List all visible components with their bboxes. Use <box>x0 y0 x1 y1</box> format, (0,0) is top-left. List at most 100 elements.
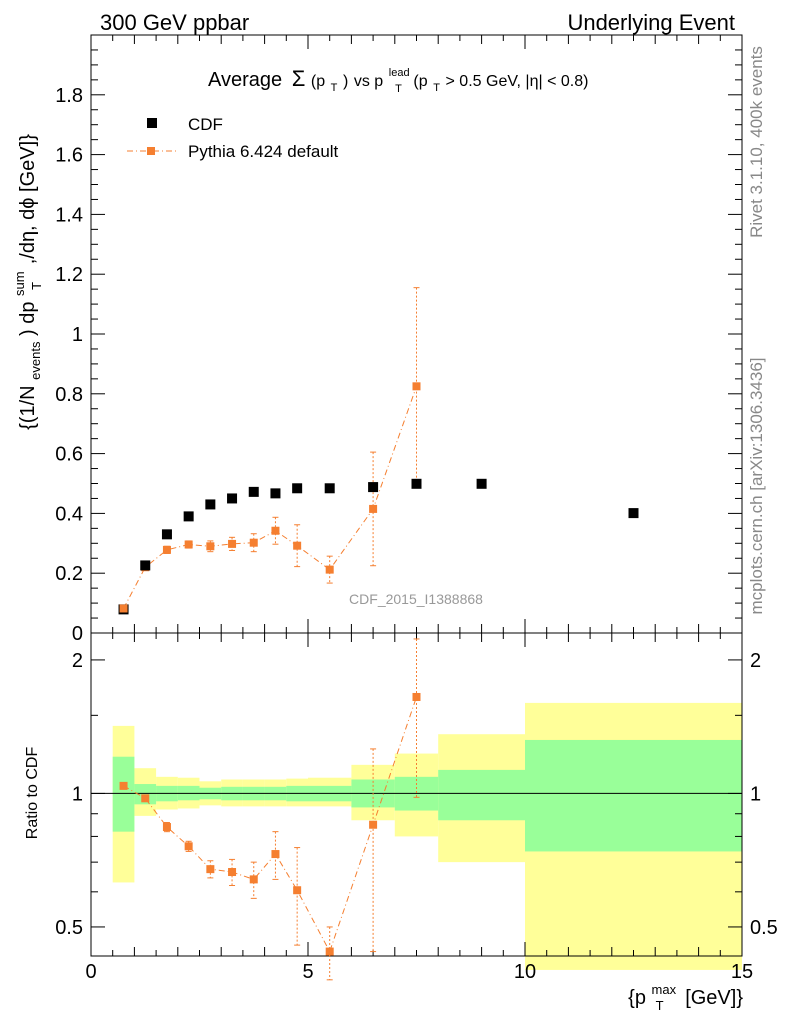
ratio-band-inner <box>112 756 135 832</box>
mc-ratio-point <box>228 868 237 877</box>
mcplots-label: mcplots.cern.ch [arXiv:1306.3436] <box>747 357 766 614</box>
title-vs: vs p <box>354 73 383 90</box>
mc-point <box>325 565 334 574</box>
main-ytick-label: 0.2 <box>55 563 83 585</box>
cdf-series-main <box>118 478 639 615</box>
mc-ratio-point <box>119 781 128 790</box>
watermark: CDF_2015_I1388868 <box>349 591 483 607</box>
ratio-band-inner <box>134 784 157 805</box>
mc-point <box>369 504 378 513</box>
legend-label-cdf: CDF <box>188 115 223 134</box>
title-lead-sub: T <box>395 83 402 95</box>
ratio-band-inner <box>438 769 525 821</box>
ratio-ytick-label: 1 <box>72 783 83 805</box>
x-axis-ticks: 0 5 10 15 <box>85 961 753 983</box>
mc-ratio-point <box>293 886 302 895</box>
title-prefix: Average <box>208 69 282 91</box>
title-sigma-arg: (p <box>311 73 325 90</box>
mc-series-main <box>119 287 421 613</box>
cdf-point <box>205 499 216 510</box>
legend-marker-mc <box>147 147 155 155</box>
ratio-uncertainty-bands <box>112 702 742 970</box>
cdf-point <box>270 488 281 499</box>
main-ytick-label: 1.8 <box>55 85 83 107</box>
ratio-band-inner <box>525 739 742 852</box>
main-ytick-label: 1.6 <box>55 145 83 167</box>
mc-ratio-point <box>162 823 171 832</box>
ratio-ytick-label: 2 <box>72 650 83 672</box>
ylabel-sub2: T <box>29 282 44 290</box>
mc-point <box>162 545 171 554</box>
main-ytick-label: 1 <box>72 324 83 346</box>
main-ytick-label: 0 <box>72 623 83 645</box>
mc-ratio-point <box>271 850 280 859</box>
cdf-point <box>140 560 151 571</box>
ratio-ytick-label-right: 2 <box>750 650 761 672</box>
mc-point <box>206 542 215 551</box>
mc-point <box>184 540 193 549</box>
cdf-point <box>368 482 379 493</box>
main-ytick-label: 0.6 <box>55 444 83 466</box>
title-lead-sup: lead <box>389 67 410 79</box>
mc-ratio-point <box>184 842 193 851</box>
mc-point <box>412 382 421 391</box>
xtick-label: 10 <box>514 961 536 983</box>
mc-point-overlay <box>119 604 128 613</box>
mc-ratio-point <box>141 794 150 803</box>
rivet-label: Rivet 3.1.10, 400k events <box>747 46 766 238</box>
ylabel-part1: {(1/N <box>17 385 39 429</box>
title-cuts-rest: > 0.5 GeV, |η| < 0.8) <box>446 73 589 90</box>
title-sigma: Σ <box>292 66 306 91</box>
main-panel: 0 0.2 0.4 0.6 0.8 1 1.2 1.4 1.6 1.8 CDF_2015_I138… <box>55 34 743 645</box>
ylabel-part3: ,/dη, dϕ [GeV]} <box>17 134 39 264</box>
mc-point <box>271 526 280 535</box>
mc-series-ratio <box>119 638 421 981</box>
ratio-ytick-label-right: 1 <box>750 783 761 805</box>
main-ytick-label: 1.2 <box>55 264 83 286</box>
mc-ratio-line <box>123 696 417 953</box>
cdf-point <box>628 508 639 519</box>
legend: CDF Pythia 6.424 default <box>127 115 339 161</box>
mc-ratio-point <box>325 947 334 956</box>
title-sigma-sub: T <box>331 82 338 94</box>
main-ytick-label: 1.4 <box>55 204 83 226</box>
xlabel-part2: [GeV]} <box>685 987 743 1009</box>
mc-line <box>123 386 417 609</box>
main-y-label: {(1/N events ) dp sum T ,/dη, dϕ [GeV]} <box>7 134 46 430</box>
legend-label-mc: Pythia 6.424 default <box>188 142 339 161</box>
mc-ratio-point <box>249 875 258 884</box>
xlabel-sup: max <box>652 982 677 997</box>
main-ytick-label: 0.8 <box>55 384 83 406</box>
mc-point <box>249 538 258 547</box>
cdf-point <box>324 483 335 494</box>
ratio-ytick-label: 0.5 <box>55 917 83 939</box>
cdf-point <box>161 529 172 540</box>
main-ytick-label: 0.4 <box>55 503 83 525</box>
header-left: 300 GeV ppbar <box>100 10 249 35</box>
title-cuts-open: (p <box>413 73 427 90</box>
header-right: Underlying Event <box>567 10 735 35</box>
chart-title: Average Σ (p T ) vs p lead T (p T > 0.5 … <box>208 59 588 97</box>
cdf-point <box>476 478 487 489</box>
ylabel-sub1: events <box>28 341 43 380</box>
mc-ratio-point <box>369 820 378 829</box>
title-sigma-close: ) <box>343 73 348 90</box>
cdf-point <box>183 511 194 522</box>
ylabel-sup2: sum <box>12 271 27 296</box>
xtick-label: 15 <box>731 961 753 983</box>
x-axis-label: {p max T [GeV]} <box>628 977 743 1015</box>
cdf-point <box>292 483 303 494</box>
xlabel-sub: T <box>656 998 664 1013</box>
legend-marker-cdf <box>147 118 157 128</box>
xtick-label: 0 <box>85 961 96 983</box>
cdf-point <box>411 478 422 489</box>
cdf-point <box>248 486 259 497</box>
xtick-label: 5 <box>302 961 313 983</box>
ratio-ytick-label-right: 0.5 <box>750 917 778 939</box>
mc-ratio-point <box>206 865 215 874</box>
mc-point <box>228 539 237 548</box>
ratio-y-label: Ratio to CDF <box>24 747 41 840</box>
cdf-point <box>227 493 238 504</box>
title-cuts-sub: T <box>433 82 440 94</box>
